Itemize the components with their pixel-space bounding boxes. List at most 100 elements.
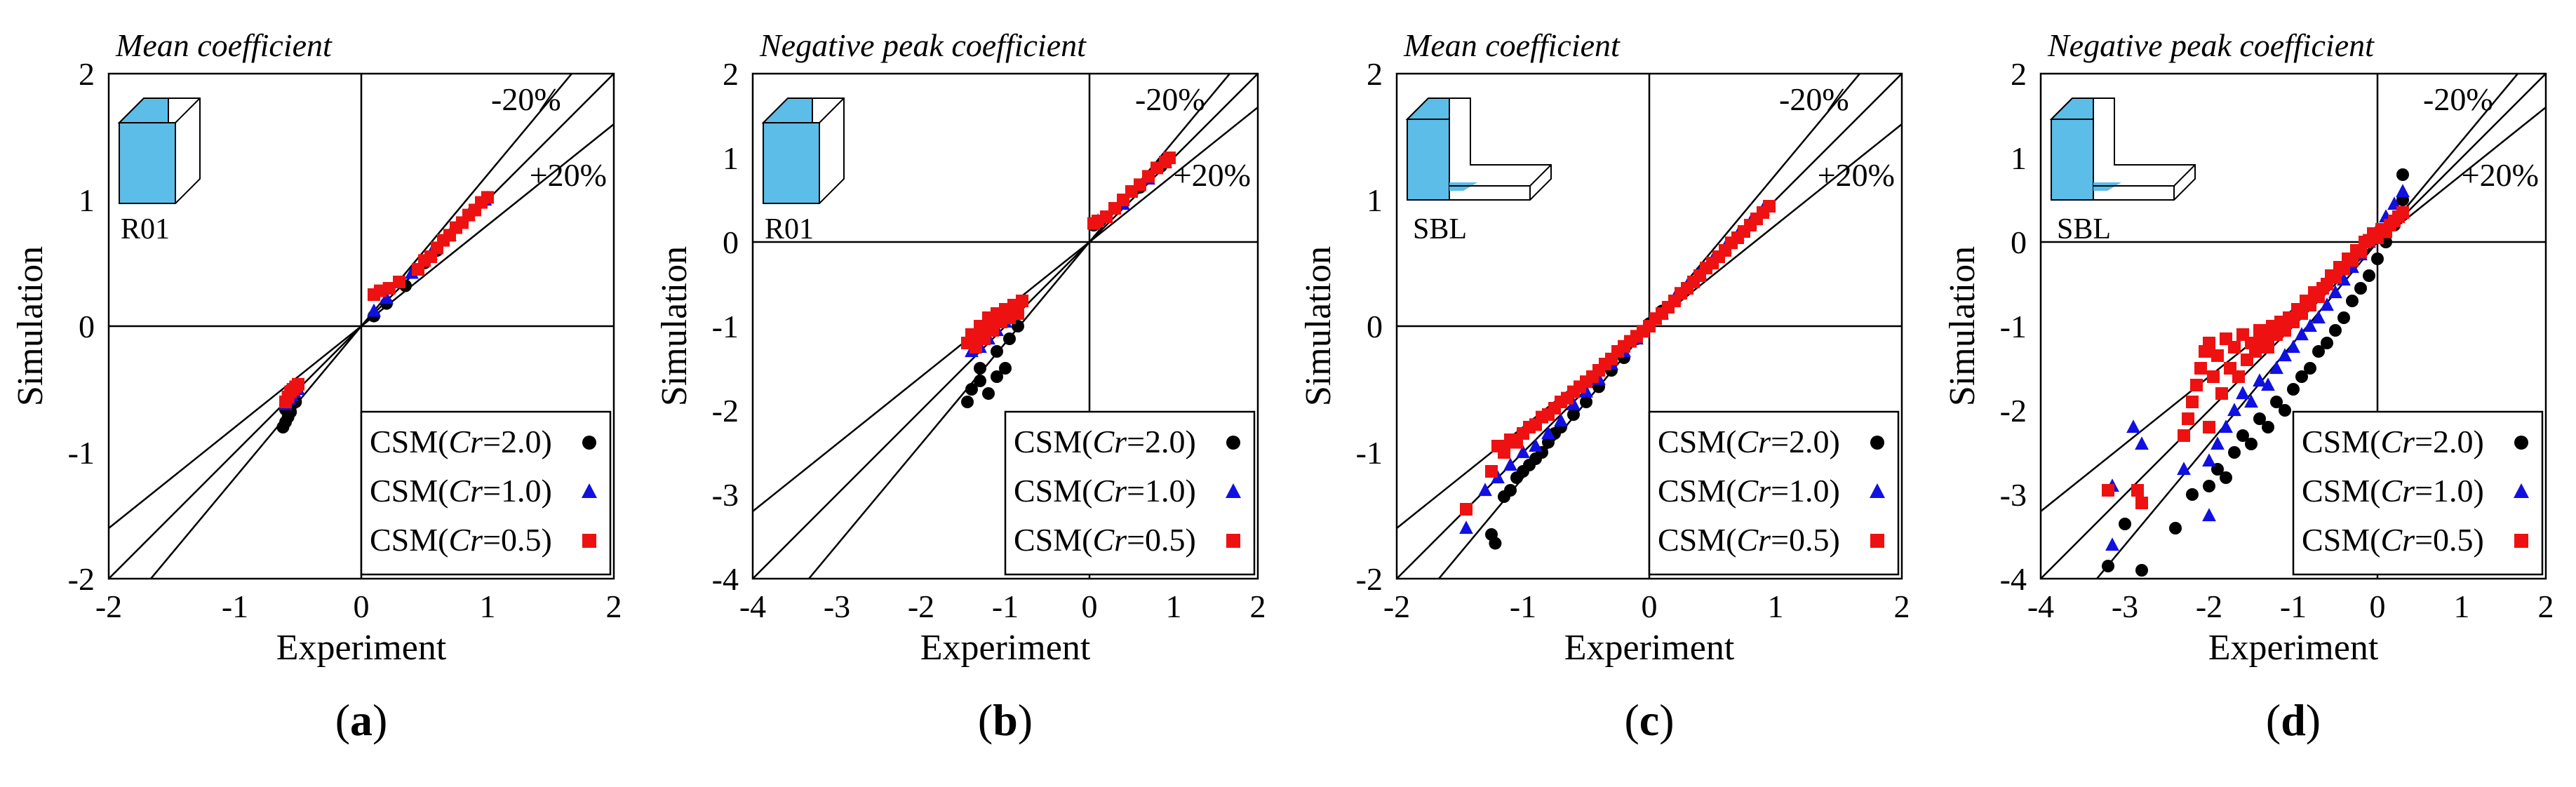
data-point-triangle (1503, 457, 1517, 471)
panel-caption: (d) (2265, 695, 2321, 745)
data-point-square (1498, 446, 1510, 459)
y-tick-label: 0 (723, 224, 739, 260)
data-point-square (1485, 465, 1498, 478)
reference-lines (109, 74, 614, 579)
y-tick-label: 2 (79, 56, 95, 92)
x-tick-label: 2 (1894, 588, 1910, 624)
x-axis-label: Experiment (276, 628, 447, 668)
data-point-circle (2102, 560, 2114, 572)
data-point-triangle (2202, 508, 2216, 522)
data-point-square (2207, 370, 2220, 383)
data-point-circle (1567, 408, 1580, 421)
data-point-triangle (1541, 426, 1555, 440)
legend-label: CSM(Cr=2.0) (1014, 424, 1196, 459)
x-tick-label: -2 (95, 588, 122, 624)
building-inset: R01 (761, 97, 845, 245)
data-point-circle (965, 383, 978, 396)
data-points (1459, 200, 1776, 550)
x-tick-label: -4 (2027, 588, 2054, 624)
data-point-circle (2253, 412, 2266, 425)
y-tick-label: 0 (79, 309, 95, 344)
legend-marker-circle (2514, 436, 2528, 450)
panel-caption: (b) (977, 695, 1033, 745)
x-tick-label: -1 (222, 588, 248, 624)
legend-box (2292, 410, 2544, 576)
x-tick-label: -3 (2112, 588, 2138, 624)
plus-20-line (109, 123, 614, 529)
data-point-square (2203, 337, 2215, 349)
data-point-triangle (2236, 386, 2250, 400)
legend-marker-circle (582, 436, 596, 450)
data-point-circle (2321, 337, 2333, 349)
minus-20-label: -20% (2423, 81, 2493, 117)
y-tick-label: -2 (1356, 561, 1383, 597)
legend-label: CSM(Cr=1.0) (1658, 473, 1840, 509)
x-tick-label: 2 (1250, 588, 1266, 624)
building-inset: SBL (2049, 97, 2196, 245)
y-axis-label: Simulation (655, 246, 695, 406)
data-point-triangle (2303, 318, 2317, 332)
inset-lshape-front (1407, 119, 1450, 201)
y-tick-label: -1 (1356, 435, 1383, 471)
data-point-circle (1580, 396, 1592, 408)
data-point-circle (2337, 311, 2350, 324)
legend-marker-square (1870, 534, 1884, 548)
data-point-square (2203, 421, 2215, 433)
inset-lshape-front (2051, 119, 2094, 201)
y-axis-label: Simulation (1943, 246, 1983, 406)
legend-label: CSM(Cr=2.0) (2302, 424, 2484, 459)
legend-marker-triangle (1870, 483, 1885, 498)
inset-label: R01 (765, 213, 814, 245)
y-tick-label: -1 (68, 435, 95, 471)
panel-caption: (c) (1624, 695, 1675, 745)
x-axis-label: Experiment (920, 628, 1091, 668)
data-point-triangle (380, 290, 394, 304)
data-point-circle (2228, 446, 2241, 459)
x-tick-label: 0 (354, 588, 370, 624)
data-point-square (382, 282, 396, 295)
data-point-triangle (2269, 361, 2283, 375)
y-tick-label: 0 (2011, 224, 2027, 260)
data-point-square (2354, 245, 2367, 259)
legend-label: CSM(Cr=2.0) (1658, 424, 1840, 459)
data-point-circle (999, 362, 1012, 375)
data-points (2102, 168, 2410, 577)
data-point-triangle (2312, 310, 2326, 324)
plot-frame (2039, 72, 2547, 580)
y-tick-label: -3 (712, 477, 739, 513)
data-point-triangle (2105, 537, 2119, 551)
data-point-circle (961, 396, 974, 408)
data-points (961, 152, 1176, 408)
data-point-triangle (2202, 453, 2216, 467)
data-point-square (2211, 349, 2224, 362)
x-tick-label: -4 (739, 588, 766, 624)
chart-svg-c: -20% +20% -2 -1 0 1 2 -2 -1 0 1 2 Experiment Simulati… (1299, 27, 1910, 668)
y-tick-label: 1 (1367, 182, 1383, 218)
data-point-square (481, 191, 494, 204)
chart-svg-d: -20% +20% -4 -3 -2 -1 0 1 2 -4 -3 -2 -1 0 1 2 Experiment… (1943, 27, 2554, 668)
legend-marker-square (1226, 534, 1240, 548)
data-point-circle (982, 387, 995, 400)
data-point-circle (2169, 522, 2182, 534)
data-point-circle (2287, 383, 2300, 396)
x-tick-label: -1 (1510, 588, 1536, 624)
building-inset: R01 (117, 97, 201, 245)
data-point-circle (2245, 438, 2258, 450)
x-axis-label: Experiment (1564, 628, 1735, 668)
chart-title: Negative peak coefficient (759, 27, 1087, 63)
data-point-circle (2396, 168, 2409, 181)
legend-label: CSM(Cr=0.5) (370, 522, 552, 558)
data-point-circle (2236, 429, 2249, 442)
data-point-circle (1003, 332, 1016, 345)
data-point-circle (2262, 421, 2274, 433)
legend-marker-circle (1870, 436, 1884, 450)
data-point-square (1163, 152, 1176, 164)
series-square (1460, 200, 1776, 516)
legend-box (1004, 410, 1256, 576)
x-tick-label: 2 (606, 588, 622, 624)
legend-label: CSM(Cr=1.0) (370, 473, 552, 509)
data-point-square (2190, 379, 2203, 391)
legend-label: CSM(Cr=0.5) (2302, 522, 2484, 558)
data-point-square (393, 276, 405, 288)
data-point-circle (2346, 295, 2359, 307)
